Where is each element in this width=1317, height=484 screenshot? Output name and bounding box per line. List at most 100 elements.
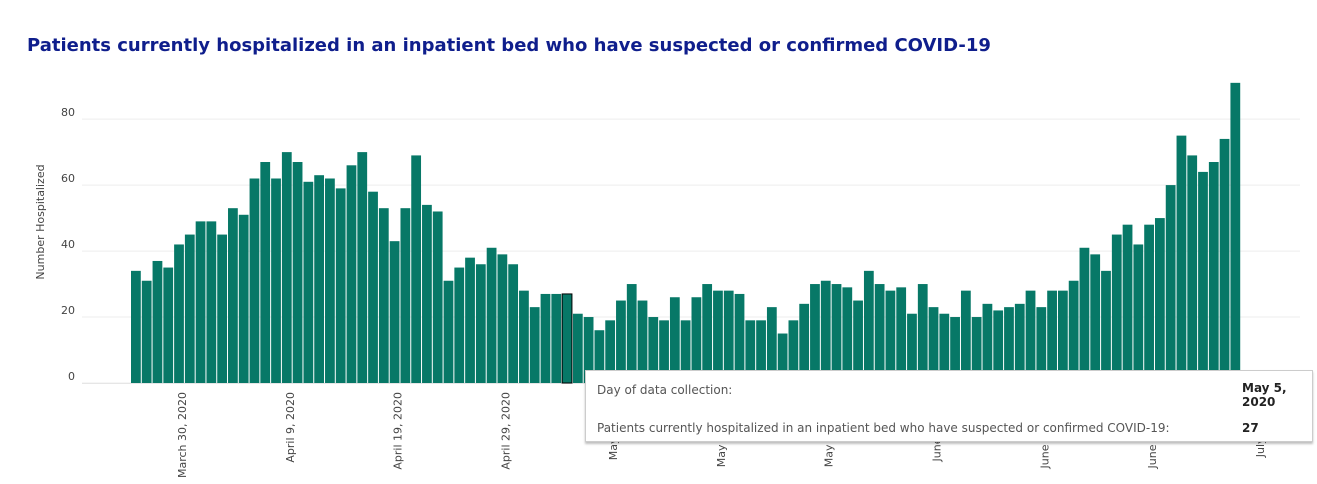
bar xyxy=(637,300,648,383)
bar xyxy=(400,208,411,383)
bar xyxy=(702,284,713,383)
bar xyxy=(1047,290,1057,383)
bar xyxy=(907,313,917,383)
y-tick-label: 60 xyxy=(61,172,75,185)
bar xyxy=(314,175,325,383)
x-tick-label: April 29, 2020 xyxy=(499,392,512,470)
bar xyxy=(971,317,982,383)
bar xyxy=(734,293,745,383)
tooltip: Day of data collection: May 5, 2020 Pati… xyxy=(585,370,1313,442)
y-tick-label: 40 xyxy=(61,238,75,251)
bar xyxy=(1111,234,1122,383)
bar xyxy=(529,307,540,383)
bar xyxy=(799,303,810,383)
bar xyxy=(648,317,659,383)
bar xyxy=(1014,303,1025,383)
bar xyxy=(1219,138,1230,383)
bar xyxy=(1057,290,1068,383)
bar xyxy=(206,221,217,383)
bar xyxy=(422,204,432,383)
y-tick-label: 20 xyxy=(61,304,75,317)
bar xyxy=(443,280,454,383)
bar xyxy=(368,191,378,383)
bar xyxy=(217,234,228,383)
x-tick-label: April 9, 2020 xyxy=(284,392,297,463)
bar xyxy=(454,267,465,383)
bar xyxy=(249,178,260,383)
bar xyxy=(1004,307,1014,383)
x-tick-label: March 30, 2020 xyxy=(176,392,189,478)
bar xyxy=(756,320,766,383)
bar xyxy=(141,280,152,383)
bar xyxy=(486,247,497,383)
bar xyxy=(1068,280,1079,383)
bar xyxy=(1176,135,1187,383)
bar xyxy=(928,307,939,383)
bar xyxy=(1090,254,1101,383)
bar xyxy=(1198,171,1208,383)
bar xyxy=(982,303,993,383)
bar xyxy=(583,317,594,383)
bar xyxy=(659,320,669,383)
bar xyxy=(605,320,616,383)
bar xyxy=(325,178,335,383)
bar xyxy=(260,162,271,383)
bar xyxy=(831,284,842,383)
bar xyxy=(669,297,680,383)
bar xyxy=(1230,82,1241,384)
bar xyxy=(1101,270,1111,383)
bar xyxy=(896,287,907,383)
bar xyxy=(917,284,928,383)
bar xyxy=(540,293,551,383)
bar xyxy=(378,208,389,383)
bar xyxy=(842,287,853,383)
bar xyxy=(1144,224,1154,383)
bar xyxy=(1079,247,1090,383)
bar xyxy=(228,208,238,383)
bar xyxy=(572,313,583,383)
bar xyxy=(292,162,303,383)
bar xyxy=(616,300,626,383)
bar xyxy=(993,310,1004,383)
bar xyxy=(163,267,174,383)
bar xyxy=(346,165,357,383)
bar xyxy=(680,320,691,383)
bar xyxy=(303,181,314,383)
chart-title: Patients currently hospitalized in an in… xyxy=(27,35,991,56)
bar xyxy=(551,293,562,383)
tooltip-y-value: 27 xyxy=(1242,421,1259,435)
bar xyxy=(508,264,519,383)
tooltip-y-label: Patients currently hospitalized in an in… xyxy=(597,421,1170,435)
bar xyxy=(184,234,195,383)
y-axis-label: Number Hospitalized xyxy=(34,164,47,279)
bar xyxy=(389,241,400,383)
bar xyxy=(1187,155,1198,383)
bar xyxy=(519,290,529,383)
tooltip-x-value: May 5, 2020 xyxy=(1242,381,1287,409)
bar xyxy=(766,307,777,383)
bar xyxy=(335,188,346,383)
bar xyxy=(432,211,443,383)
bar xyxy=(788,320,799,383)
bar xyxy=(885,290,896,383)
bar xyxy=(1036,307,1047,383)
bar xyxy=(1154,218,1165,383)
bar xyxy=(960,290,971,383)
bar xyxy=(497,254,508,383)
y-tick-label: 0 xyxy=(68,370,75,383)
bar xyxy=(195,221,206,383)
bar xyxy=(723,290,734,383)
y-tick-label: 80 xyxy=(61,106,75,119)
bar xyxy=(950,317,960,383)
bar xyxy=(281,152,292,383)
bar xyxy=(152,260,163,383)
x-tick-label: April 19, 2020 xyxy=(392,392,405,470)
bar xyxy=(594,330,605,383)
bar xyxy=(465,257,475,383)
bar xyxy=(745,320,756,383)
bar xyxy=(626,284,637,383)
bar xyxy=(475,264,486,383)
bar xyxy=(777,333,788,383)
